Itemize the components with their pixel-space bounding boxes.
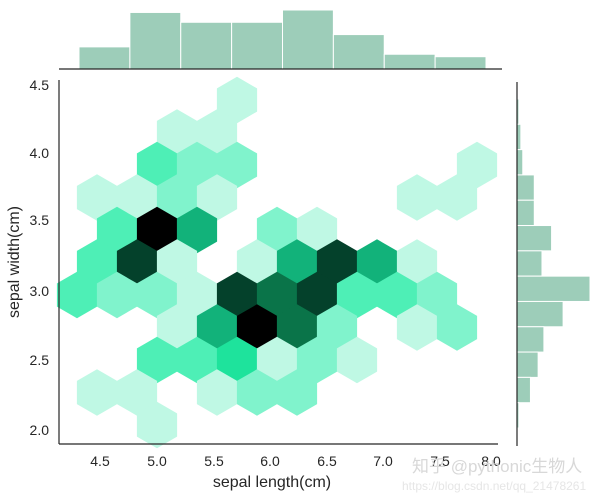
hexbin-cell [216, 271, 258, 319]
x-tick-label: 8.0 [481, 453, 501, 469]
hexbin-cell [256, 271, 298, 319]
hexbin-cell [136, 401, 178, 449]
hexbin-cell [316, 239, 358, 286]
histogram-bar [332, 34, 385, 70]
y-axis-label: sepal width(cm) [6, 206, 23, 318]
histogram-bar [282, 9, 334, 70]
histogram-bar [516, 149, 524, 176]
x-tick-label: 4.5 [90, 453, 110, 469]
hexbin-cell [136, 206, 178, 254]
hexbin-cell [356, 239, 398, 286]
hexbin-cell [276, 239, 318, 286]
watermark-url: https://blog.csdn.net/qq_21478261 [402, 479, 586, 493]
hexbin-cell [176, 141, 218, 189]
hexbin-cell [296, 206, 338, 254]
hexbin-cell [416, 271, 458, 319]
hexbin-cell [96, 206, 138, 254]
y-tick-label: 4.5 [30, 77, 50, 93]
hexbin-cell [396, 304, 438, 351]
hexbin-cell [276, 304, 318, 351]
histogram-bar [434, 56, 487, 70]
hexbin-cell [196, 109, 238, 156]
hexbin-cell [116, 239, 158, 286]
hexbin-cell [76, 369, 118, 416]
histogram-bar [180, 21, 233, 70]
hexbin-cell [436, 304, 478, 351]
histogram-bar [78, 46, 131, 70]
hexbin-cell [176, 206, 218, 254]
watermark-text: 知乎 @pythonic生物人 [412, 457, 582, 476]
hexbin-cell [436, 174, 478, 221]
hexbin-cell [296, 271, 338, 319]
x-tick-label: 5.0 [147, 453, 167, 469]
y-tick-label: 2.5 [30, 352, 50, 368]
histogram-bar [516, 225, 553, 252]
y-tick-label: 3.5 [30, 212, 50, 228]
hexbin-cell [56, 271, 98, 319]
histogram-bar [383, 53, 436, 70]
hexbin-cell [336, 271, 378, 319]
hexbin-cell [256, 336, 298, 384]
y-tick-label: 3.0 [30, 283, 50, 299]
hexbin-cell [156, 239, 198, 286]
hexbin-cell [76, 239, 118, 286]
hexbin-cell [156, 109, 198, 156]
top-marginal-histogram [78, 9, 487, 70]
hexbin-cell [376, 271, 418, 319]
hexbin-cell [136, 141, 178, 189]
y-tick-label: 4.0 [30, 145, 50, 161]
x-tick-label: 7.5 [430, 453, 450, 469]
hexbin-cell [396, 174, 438, 221]
hexbin-cell [196, 369, 238, 416]
hexbin-cell [456, 141, 498, 189]
y-tick-labels: 4.5 4.0 3.5 3.0 2.5 2.0 [30, 77, 50, 438]
hexbin-cell [76, 174, 118, 221]
x-tick-labels: 4.5 5.0 5.5 6.0 6.5 7.0 7.5 8.0 [90, 453, 501, 469]
hexbin-cell [176, 336, 218, 384]
hexbin-cell [136, 271, 178, 319]
hexbin-cell [136, 336, 178, 384]
histogram-bar [516, 250, 543, 277]
x-tick-label: 6.0 [260, 453, 280, 469]
hexbin-cell [156, 174, 198, 221]
histogram-bar [516, 300, 564, 328]
histogram-bar [516, 351, 539, 378]
y-tick-label: 2.0 [30, 422, 50, 438]
histogram-bar [516, 275, 591, 302]
hexbin-cell [396, 239, 438, 286]
hexbin-cell [116, 174, 158, 221]
x-tick-label: 7.0 [373, 453, 393, 469]
hexbin-cell [236, 304, 278, 351]
hexbin-cell [236, 239, 278, 286]
histogram-bar [516, 199, 535, 227]
histogram-bar [516, 174, 535, 201]
hexbin-cell [156, 304, 198, 351]
hexbin-cell [196, 174, 238, 221]
right-marginal-histogram [516, 98, 591, 429]
hexbin-cell [216, 141, 258, 189]
hexbin-cell [216, 336, 258, 384]
histogram-bar [516, 326, 545, 353]
x-axis-label: sepal length(cm) [213, 474, 331, 491]
hexbin-cell [216, 76, 258, 124]
hexbin-cell [336, 336, 378, 384]
hexbin-cell [296, 336, 338, 384]
histogram-bar [516, 376, 531, 404]
hexbin-cell [256, 206, 298, 254]
x-tick-label: 6.5 [317, 453, 337, 469]
hexbin-plot-area [56, 76, 498, 449]
x-tick-label: 5.5 [204, 453, 224, 469]
hexbin-cell [176, 271, 218, 319]
hexbin-cell [316, 304, 358, 351]
hexbin-cell [276, 369, 318, 416]
hexbin-cell [236, 369, 278, 416]
histogram-bar [129, 11, 182, 70]
histogram-bar [231, 21, 283, 70]
hexbin-cell [196, 304, 238, 351]
hexbin-cell [96, 271, 138, 319]
hexbin-cell [116, 369, 158, 416]
